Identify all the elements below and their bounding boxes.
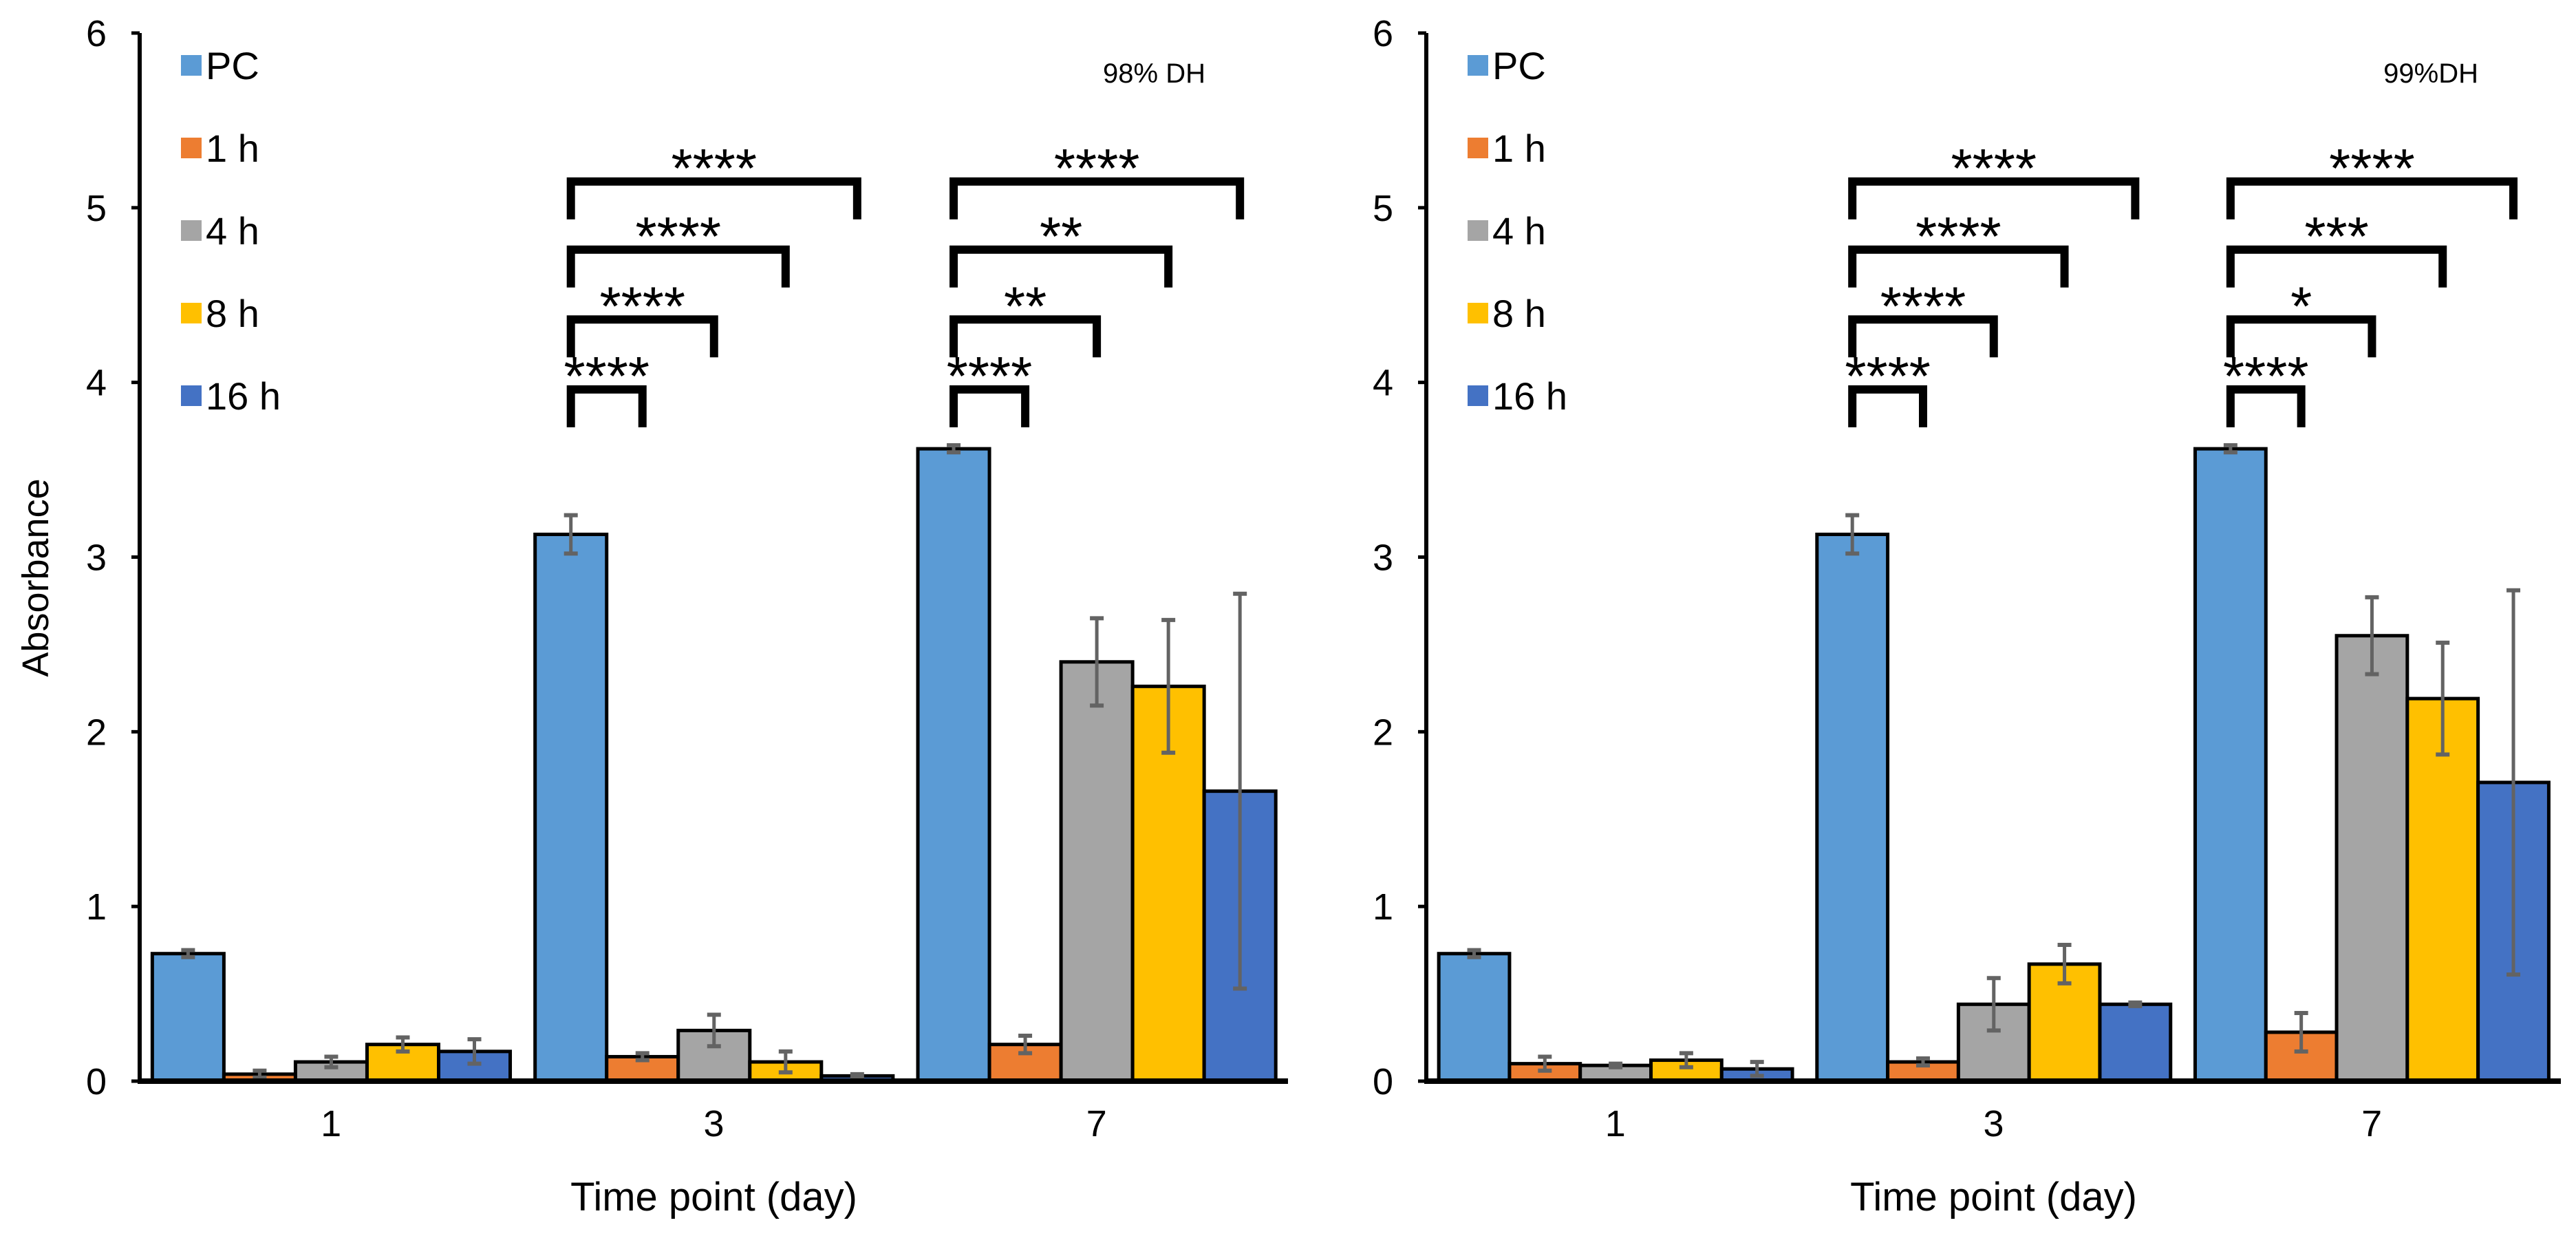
legend-label: 1 h bbox=[206, 127, 259, 170]
legend-swatch bbox=[1468, 138, 1488, 158]
significance-label: **** bbox=[564, 345, 650, 407]
significance-bracket bbox=[949, 315, 1102, 358]
bar-4h-day7 bbox=[1059, 660, 1135, 1083]
significance-bracket bbox=[1848, 177, 2140, 220]
significance-bracket bbox=[2226, 177, 2518, 220]
legend-swatch bbox=[181, 303, 202, 323]
bar-PC-day7 bbox=[916, 447, 991, 1083]
significance-label: **** bbox=[1845, 345, 1931, 407]
significance-label: **** bbox=[2223, 345, 2309, 407]
significance-bracket bbox=[1848, 385, 1927, 427]
legend-swatch bbox=[1468, 385, 1488, 406]
significance-label: **** bbox=[1951, 138, 2037, 199]
x-tick-label: 1 bbox=[1605, 1103, 1626, 1144]
bar-PC-day3 bbox=[1815, 533, 1890, 1083]
legend-label: 4 h bbox=[206, 209, 259, 253]
significance-label: **** bbox=[1880, 275, 1966, 337]
significance-bracket bbox=[566, 245, 790, 288]
significance-bracket bbox=[2226, 245, 2447, 288]
significance-label: **** bbox=[672, 138, 758, 199]
significance-bracket bbox=[1848, 315, 1998, 358]
legend-swatch bbox=[181, 385, 202, 406]
panel-title: 98% DH bbox=[1103, 58, 1205, 89]
x-tick-label: 3 bbox=[1983, 1103, 2004, 1144]
legend-label: 8 h bbox=[206, 292, 259, 335]
legend-label: 16 h bbox=[206, 374, 281, 418]
significance-label: **** bbox=[1054, 138, 1140, 199]
y-tick-label: 4 bbox=[86, 363, 107, 404]
significance-label: **** bbox=[599, 275, 685, 337]
y-tick-label: 3 bbox=[1373, 537, 1393, 579]
significance-bracket bbox=[566, 315, 718, 358]
significance-bracket bbox=[949, 177, 1245, 220]
y-tick-label: 4 bbox=[1373, 363, 1393, 404]
legend-swatch bbox=[1468, 55, 1488, 76]
chart-panel-2: 0 1 2 3 4 5 6 1 3 7 Time point (day) 99%DH PC 1 h 4 h 8… bbox=[1373, 13, 2561, 1219]
bar-4h-day7 bbox=[2334, 634, 2409, 1083]
bar-PC-day1 bbox=[150, 952, 226, 1083]
y-tick-label: 5 bbox=[1373, 188, 1393, 229]
significance-label: **** bbox=[947, 345, 1033, 407]
x-axis-title: Time point (day) bbox=[1850, 1175, 2137, 1219]
significance-label: ** bbox=[1004, 275, 1046, 337]
legend-swatch bbox=[1468, 303, 1488, 323]
x-tick-label: 7 bbox=[1086, 1103, 1107, 1144]
significance-label: **** bbox=[1915, 206, 2001, 267]
significance-label: * bbox=[2290, 275, 2312, 337]
legend-label: PC bbox=[206, 44, 259, 87]
x-axis-title: Time point (day) bbox=[570, 1175, 857, 1219]
significance-label: **** bbox=[635, 206, 721, 267]
legend-label: PC bbox=[1492, 44, 1546, 87]
y-tick-label: 6 bbox=[86, 13, 107, 54]
bar-PC-day3 bbox=[533, 533, 609, 1083]
legend-swatch bbox=[181, 55, 202, 76]
y-tick-label: 3 bbox=[86, 537, 107, 579]
significance-bracket bbox=[1848, 245, 2069, 288]
y-tick-label: 0 bbox=[1373, 1061, 1393, 1102]
significance-bracket bbox=[949, 385, 1030, 427]
x-tick-label: 3 bbox=[703, 1103, 724, 1144]
legend-swatch bbox=[181, 220, 202, 241]
significance-label: *** bbox=[2304, 206, 2368, 267]
bar-16h-day3 bbox=[2098, 1002, 2173, 1083]
y-axis-title: Absorbance bbox=[15, 478, 56, 676]
panel-title: 99%DH bbox=[2383, 58, 2478, 89]
y-tick-label: 2 bbox=[1373, 712, 1393, 753]
y-tick-label: 0 bbox=[86, 1061, 107, 1102]
bar-PC-day1 bbox=[1437, 952, 1512, 1083]
legend-swatch bbox=[181, 138, 202, 158]
legend-label: 4 h bbox=[1492, 209, 1546, 253]
legend-swatch bbox=[1468, 220, 1488, 241]
significance-bracket bbox=[949, 245, 1173, 288]
y-tick-label: 5 bbox=[86, 188, 107, 229]
significance-bracket bbox=[566, 385, 647, 427]
significance-bracket bbox=[566, 177, 861, 220]
legend-label: 8 h bbox=[1492, 292, 1546, 335]
significance-bracket bbox=[2226, 315, 2376, 358]
chart-panel-1: 0 1 2 3 4 5 6 1 3 7 Time point (day) Absorbance 98% … bbox=[15, 13, 1288, 1219]
significance-label: **** bbox=[2329, 138, 2415, 199]
significance-label: ** bbox=[1040, 206, 1082, 267]
y-tick-label: 1 bbox=[86, 886, 107, 928]
x-tick-label: 1 bbox=[321, 1103, 341, 1144]
y-tick-label: 1 bbox=[1373, 886, 1393, 928]
significance-bracket bbox=[2226, 385, 2306, 427]
y-tick-label: 2 bbox=[86, 712, 107, 753]
bar-PC-day7 bbox=[2193, 447, 2268, 1083]
legend-label: 1 h bbox=[1492, 127, 1546, 170]
x-tick-label: 7 bbox=[2361, 1103, 2382, 1144]
y-tick-label: 6 bbox=[1373, 13, 1393, 54]
legend-label: 16 h bbox=[1492, 374, 1567, 418]
